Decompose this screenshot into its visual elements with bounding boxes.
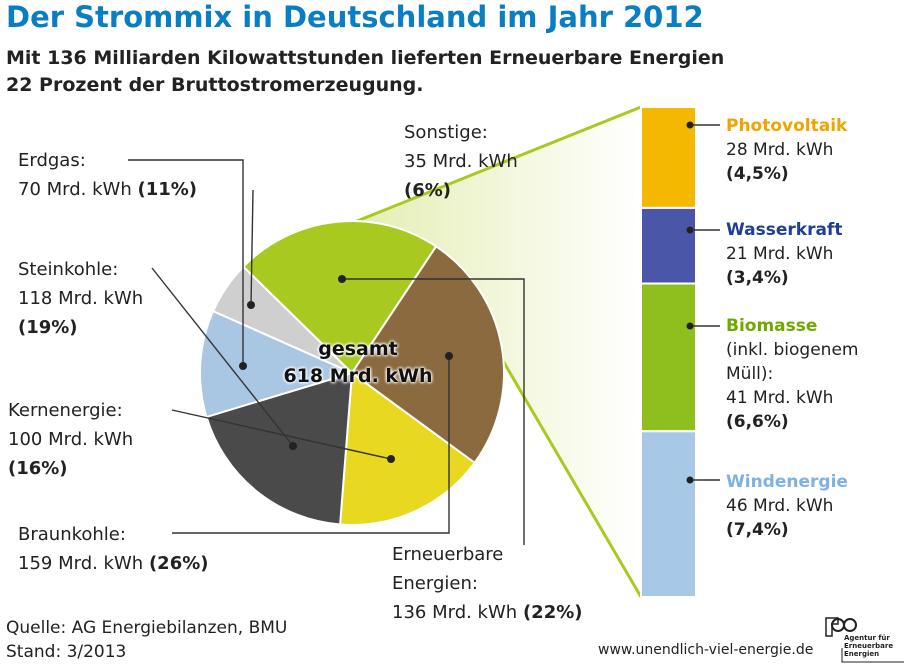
label-steinkohle-percent: (19%) xyxy=(18,317,78,338)
website-link[interactable]: www.unendlich-viel-energie.de xyxy=(598,642,814,658)
label-braunkohle: Braunkohle: 159 Mrd. kWh (26%) xyxy=(18,520,208,578)
label-wasserkraft: Wasserkraft 21 Mrd. kWh (3,4%) xyxy=(726,218,842,290)
label-braunkohle-value: 159 Mrd. kWh (26%) xyxy=(18,553,209,574)
pie-slice-3 xyxy=(339,371,476,526)
breakdown-leader-dot-2 xyxy=(686,322,694,330)
label-biomasse-name: Biomasse xyxy=(726,316,818,336)
pie-slice-5 xyxy=(199,309,355,419)
label-biomasse-value: 41 Mrd. kWh xyxy=(726,388,834,408)
source-line-2: Stand: 3/2013 xyxy=(6,642,127,662)
breakdown-leader-dot-0 xyxy=(686,121,694,129)
label-sonstige-percent: (6%) xyxy=(404,180,452,201)
logo-text: Agentur für Erneuerbare Energien xyxy=(844,634,904,658)
label-kernenergie: Kernenergie: 100 Mrd. kWh (16%) xyxy=(8,396,133,483)
label-erneuerbare-value: 136 Mrd. kWh (22%) xyxy=(392,602,583,623)
label-kernenergie-value: 100 Mrd. kWh xyxy=(8,429,134,450)
label-photovoltaik: Photovoltaik 28 Mrd. kWh (4,5%) xyxy=(726,114,847,186)
center-line-1: gesamt xyxy=(318,338,398,360)
label-biomasse-note-2: Müll): xyxy=(726,364,774,384)
subtitle-line-1: Mit 136 Milliarden Kilowattstunden liefe… xyxy=(6,47,725,69)
label-sonstige-name: Sonstige: xyxy=(404,122,488,143)
label-erdgas: Erdgas: 70 Mrd. kWh (11%) xyxy=(18,146,197,204)
label-erdgas-value: 70 Mrd. kWh (11%) xyxy=(18,179,198,200)
logo-text-line: Agentur für Erneuerbare Energien xyxy=(844,634,894,658)
label-erdgas-name: Erdgas: xyxy=(18,150,86,171)
pie-slice-2 xyxy=(350,245,505,465)
breakdown-leader-dot-1 xyxy=(686,226,694,234)
steinkohle-leader-dot xyxy=(289,442,297,450)
label-windenergie-value: 46 Mrd. kWh xyxy=(726,496,834,516)
label-biomasse-percent: (6,6%) xyxy=(726,412,789,432)
label-biomasse-note-1: (inkl. biogenem xyxy=(726,340,859,360)
braunkohle-leader-line xyxy=(172,356,450,534)
label-windenergie-name: Windenergie xyxy=(726,472,848,492)
subtitle-line-2: 22 Prozent der Bruttostromerzeugung. xyxy=(6,74,424,96)
breakdown-bar-segment-2 xyxy=(640,282,697,433)
label-erneuerbare-name-1: Erneuerbare xyxy=(392,544,504,565)
erdgas-leader-dot xyxy=(239,362,247,370)
breakdown-bar-segment-0 xyxy=(640,106,697,209)
label-photovoltaik-percent: (4,5%) xyxy=(726,164,789,184)
label-windenergie: Windenergie 46 Mrd. kWh (7,4%) xyxy=(726,470,848,542)
breakdown-leader-dot-3 xyxy=(686,476,694,484)
label-braunkohle-name: Braunkohle: xyxy=(18,524,126,545)
kernenergie-leader-dot xyxy=(387,455,395,463)
sonstige-leader-dot xyxy=(247,301,255,309)
steinkohle-leader-line xyxy=(151,267,294,447)
braunkohle-leader-dot xyxy=(445,352,453,360)
label-kernenergie-name: Kernenergie: xyxy=(8,400,123,421)
kernenergie-leader-line xyxy=(171,409,392,460)
label-kernenergie-percent: (16%) xyxy=(8,458,68,479)
subtitle: Mit 136 Milliarden Kilowattstunden liefe… xyxy=(6,45,724,99)
sonstige-leader-line xyxy=(250,189,254,306)
page-title: Der Strommix in Deutschland im Jahr 2012 xyxy=(6,0,704,34)
label-erneuerbare: Erneuerbare Energien: 136 Mrd. kWh (22%) xyxy=(392,540,582,627)
center-line-2: 618 Mrd. kWh xyxy=(283,365,433,387)
erneuerbare-leader-line xyxy=(342,278,525,545)
label-windenergie-percent: (7,4%) xyxy=(726,520,789,540)
label-biomasse: Biomasse (inkl. biogenem Müll): 41 Mrd. … xyxy=(726,314,858,434)
pie-center-total: gesamt 618 Mrd. kWh xyxy=(258,336,458,390)
breakdown-bar-segment-1 xyxy=(640,206,697,285)
label-erneuerbare-name-2: Energien: xyxy=(392,573,478,594)
pie-slice-4 xyxy=(205,371,354,526)
label-photovoltaik-value: 28 Mrd. kWh xyxy=(726,140,834,160)
label-photovoltaik-name: Photovoltaik xyxy=(726,116,848,136)
label-sonstige: Sonstige: 35 Mrd. kWh (6%) xyxy=(404,118,518,205)
source-line-1: Quelle: AG Energiebilanzen, BMU xyxy=(6,618,288,638)
erneuerbare-leader-dot xyxy=(338,275,346,283)
breakdown-bar-segment-3 xyxy=(640,430,697,598)
erdgas-leader-line xyxy=(128,159,244,366)
agency-logo-icon xyxy=(825,617,904,663)
label-wasserkraft-percent: (3,4%) xyxy=(726,268,789,288)
source-note: Quelle: AG Energiebilanzen, BMU Stand: 3… xyxy=(6,616,287,664)
pie-slice-1 xyxy=(241,220,438,375)
label-wasserkraft-value: 21 Mrd. kWh xyxy=(726,244,834,264)
label-steinkohle-name: Steinkohle: xyxy=(18,259,119,280)
label-steinkohle-value: 118 Mrd. kWh xyxy=(18,288,144,309)
label-sonstige-value: 35 Mrd. kWh xyxy=(404,151,518,172)
label-wasserkraft-name: Wasserkraft xyxy=(726,220,843,240)
label-steinkohle: Steinkohle: 118 Mrd. kWh (19%) xyxy=(18,255,143,342)
